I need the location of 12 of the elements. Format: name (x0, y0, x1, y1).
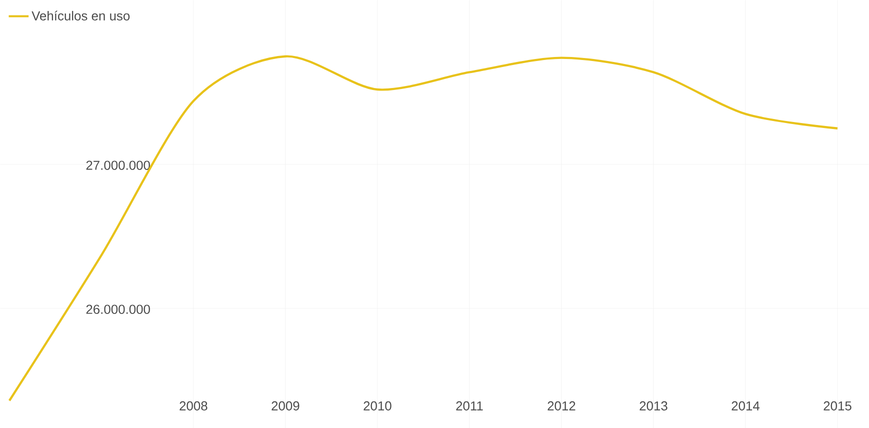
x-tick-label: 2015 (824, 401, 852, 410)
x-tick-label: 2014 (732, 401, 760, 410)
x-tick-label: 2010 (364, 401, 392, 410)
line-series (8, 55, 839, 402)
x-tick-label: 2012 (548, 401, 576, 410)
y-tick-label: 27.000.000 (86, 160, 150, 170)
x-tick-label: 2008 (180, 401, 208, 410)
legend-label: Vehículos en uso (32, 10, 130, 20)
x-tick-label: 2013 (640, 401, 668, 410)
x-tick-label: 2009 (272, 401, 300, 410)
y-tick-label: 26.000.000 (86, 304, 150, 314)
x-tick-label: 2011 (456, 401, 483, 410)
